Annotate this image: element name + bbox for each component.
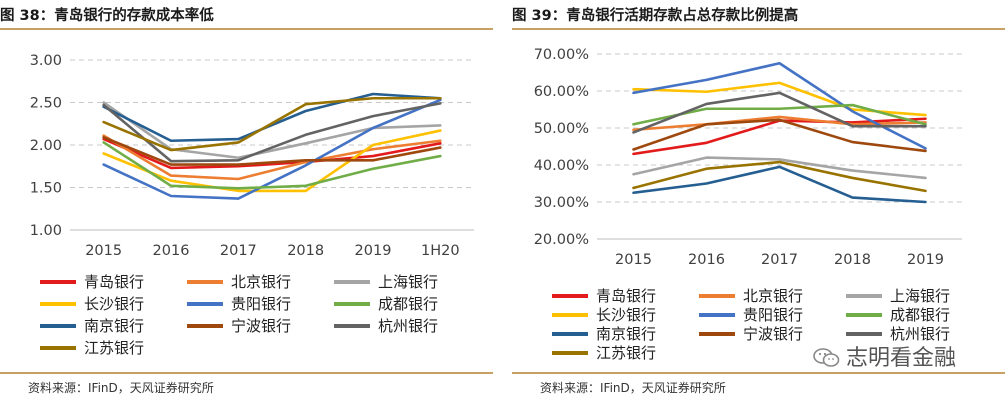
chart-panel-38: 图 38：青岛银行的存款成本率低 3.00 2.50 2.00 1.50 1.00 201… bbox=[0, 0, 493, 403]
wechat-icon bbox=[812, 347, 840, 369]
legend-label: 贵阳银行 bbox=[231, 295, 292, 313]
series-line bbox=[102, 92, 442, 143]
x-tick-label: 2016 bbox=[688, 252, 725, 268]
legend-label: 长沙银行 bbox=[596, 306, 657, 324]
legend-swatch bbox=[40, 302, 76, 306]
legend-label: 杭州银行 bbox=[378, 317, 439, 335]
chart-title: 图 39：青岛银行活期存款占总存款比例提高 bbox=[512, 8, 799, 24]
line-chart-demand-deposit-ratio: 70.00% 60.00% 50.00% 40.00% 30.00% 20.00% 2015… bbox=[534, 47, 962, 268]
legend-swatch bbox=[846, 332, 882, 336]
watermark: 志明看金融 bbox=[812, 340, 956, 372]
legend-label: 江苏银行 bbox=[84, 339, 145, 357]
legend-swatch bbox=[699, 313, 735, 317]
title-divider bbox=[0, 28, 493, 30]
legend-label: 南京银行 bbox=[596, 325, 657, 343]
y-tick-label: 30.00% bbox=[534, 195, 589, 211]
series-line bbox=[632, 118, 927, 153]
series-line bbox=[102, 137, 442, 170]
x-tick-label: 2019 bbox=[907, 252, 944, 268]
legend-swatch bbox=[699, 332, 735, 336]
x-tick-label: 2017 bbox=[220, 243, 257, 259]
series-line bbox=[102, 101, 442, 160]
y-tick-label: 70.00% bbox=[534, 47, 589, 63]
chart-panel-39: 图 39：青岛银行活期存款占总存款比例提高 70.00% 60.00% 50.00%… bbox=[512, 0, 1005, 403]
legend-swatch bbox=[552, 332, 588, 336]
watermark-text: 志明看金融 bbox=[846, 346, 957, 371]
legend-label: 上海银行 bbox=[890, 287, 951, 305]
legend-swatch bbox=[187, 302, 223, 306]
legend-swatch bbox=[846, 294, 882, 298]
series-line bbox=[102, 129, 442, 193]
legend-label: 青岛银行 bbox=[84, 273, 145, 291]
series-line bbox=[102, 141, 442, 190]
legend-swatch bbox=[187, 280, 223, 284]
legend-label: 长沙银行 bbox=[84, 295, 145, 313]
series-line bbox=[632, 156, 927, 180]
y-tick-label: 3.00 bbox=[30, 53, 62, 69]
source-note: 资料来源：IFinD，天风证券研究所 bbox=[28, 379, 214, 396]
source-note: 资料来源：IFinD，天风证券研究所 bbox=[540, 379, 726, 396]
legend-swatch bbox=[334, 302, 370, 306]
legend-label: 北京银行 bbox=[743, 287, 804, 305]
series-line bbox=[632, 81, 927, 117]
legend-swatch bbox=[334, 280, 370, 284]
series-line bbox=[102, 102, 442, 163]
legend-label: 宁波银行 bbox=[231, 317, 292, 335]
x-tick-label: 2015 bbox=[615, 252, 652, 268]
chart-title: 图 38：青岛银行的存款成本率低 bbox=[0, 8, 214, 24]
x-tick-label: 2019 bbox=[355, 243, 392, 259]
source-divider bbox=[0, 372, 493, 374]
line-chart-deposit-cost: 3.00 2.50 2.00 1.50 1.00 2015 2016 2017 2018 2019… bbox=[30, 53, 474, 259]
y-tick-label: 2.00 bbox=[30, 138, 62, 154]
series-line bbox=[102, 96, 442, 152]
legend-swatch bbox=[40, 324, 76, 328]
series-line bbox=[102, 134, 442, 181]
legend-swatch bbox=[334, 324, 370, 328]
x-tick-label: 2018 bbox=[287, 243, 324, 259]
series-line bbox=[632, 91, 927, 134]
y-tick-label: 1.00 bbox=[30, 223, 62, 239]
y-tick-label: 20.00% bbox=[534, 232, 589, 248]
source-text: 资料来源：IFinD，天风证券研究所 bbox=[28, 381, 214, 395]
chart-legend: 青岛银行 北京银行 上海银行长沙银行 贵阳银行 成都银行南京银行 宁波银行 杭州银行江苏银行 bbox=[40, 272, 480, 362]
legend-label: 南京银行 bbox=[84, 317, 145, 335]
legend-swatch bbox=[187, 324, 223, 328]
chart-legend: 青岛银行 北京银行 上海银行长沙银行 贵阳银行 成都银行南京银行 宁波银行 杭州银行江苏银行 bbox=[552, 286, 992, 366]
legend-label: 成都银行 bbox=[890, 306, 951, 324]
legend-swatch bbox=[552, 294, 588, 298]
x-tick-label: 2017 bbox=[761, 252, 798, 268]
legend-label: 北京银行 bbox=[231, 273, 292, 291]
source-divider bbox=[512, 372, 1005, 374]
legend-swatch bbox=[552, 313, 588, 317]
legend-label: 成都银行 bbox=[378, 295, 439, 313]
y-tick-label: 2.50 bbox=[30, 96, 62, 112]
legend-swatch bbox=[552, 351, 588, 355]
source-text: 资料来源：IFinD，天风证券研究所 bbox=[540, 381, 726, 395]
y-tick-label: 1.50 bbox=[30, 181, 62, 197]
legend-label: 杭州银行 bbox=[890, 325, 951, 343]
series-line bbox=[632, 160, 927, 193]
series-line bbox=[102, 136, 442, 166]
legend-swatch bbox=[40, 280, 76, 284]
legend-swatch bbox=[40, 346, 76, 350]
y-tick-label: 60.00% bbox=[534, 84, 589, 100]
series-line bbox=[632, 61, 927, 150]
legend-label: 贵阳银行 bbox=[743, 306, 804, 324]
series-line bbox=[102, 98, 442, 200]
y-tick-label: 50.00% bbox=[534, 121, 589, 137]
x-tick-label: 2015 bbox=[85, 243, 122, 259]
legend-swatch bbox=[699, 294, 735, 298]
legend-label: 上海银行 bbox=[378, 273, 439, 291]
legend-label: 青岛银行 bbox=[596, 287, 657, 305]
y-tick-label: 40.00% bbox=[534, 158, 589, 174]
series-line bbox=[632, 165, 927, 204]
x-tick-label: 2018 bbox=[834, 252, 871, 268]
legend-label: 江苏银行 bbox=[596, 344, 657, 362]
legend-swatch bbox=[846, 313, 882, 317]
legend-label: 宁波银行 bbox=[743, 325, 804, 343]
x-tick-label: 1H20 bbox=[421, 243, 460, 259]
x-tick-label: 2016 bbox=[153, 243, 190, 259]
title-divider bbox=[512, 28, 1005, 30]
